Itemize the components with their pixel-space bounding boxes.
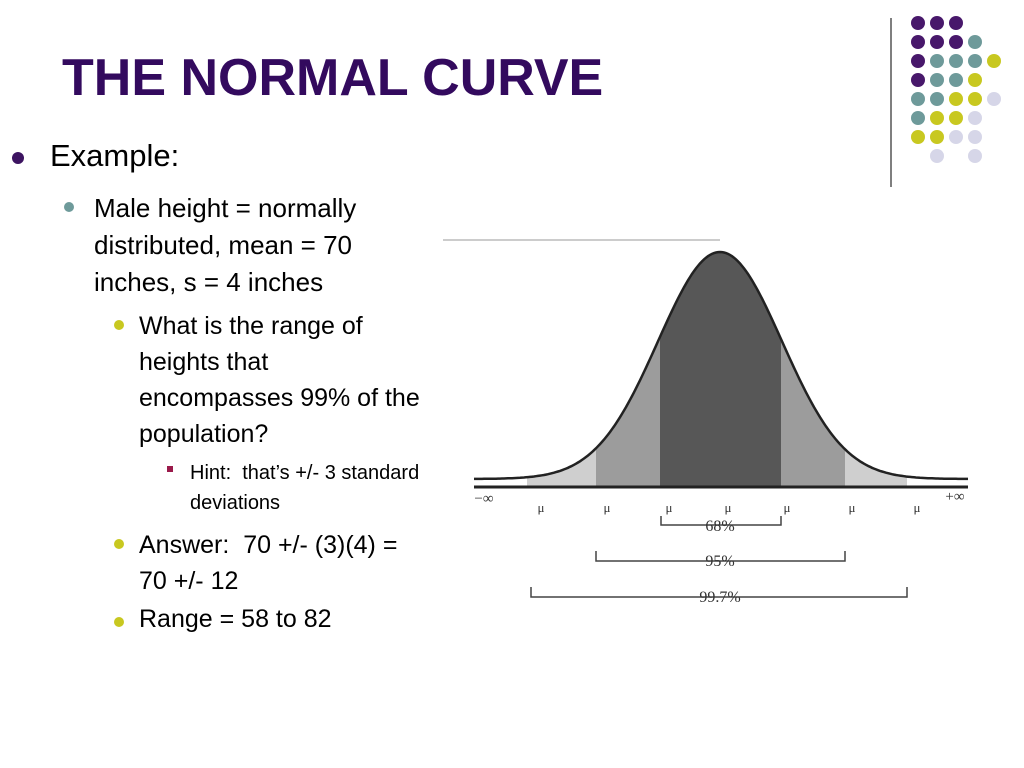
dot: [911, 73, 925, 87]
dot: [949, 130, 963, 144]
bullet: [114, 617, 124, 627]
dot: [930, 73, 944, 87]
dot: [949, 111, 963, 125]
dot: [911, 130, 925, 144]
dot: [930, 35, 944, 49]
bullet-text: Male height = normally distributed, mean…: [94, 193, 357, 297]
dot: [930, 130, 944, 144]
dot: [930, 54, 944, 68]
tick-label: μ: [666, 500, 673, 515]
dot: [911, 35, 925, 49]
range-brackets: [530, 516, 908, 598]
range-label: 99.7%: [699, 589, 740, 606]
tick-label: μ: [604, 500, 611, 515]
dot: [930, 16, 944, 30]
dot: [911, 54, 925, 68]
range-label: 95%: [705, 553, 734, 570]
tick-label: μ: [784, 500, 791, 515]
dot: [949, 16, 963, 30]
dot-grid: [911, 16, 1001, 163]
tick-label: μ: [914, 500, 921, 515]
dot: [930, 149, 944, 163]
dot: [968, 111, 982, 125]
bullet: [64, 202, 74, 212]
band: [660, 252, 781, 487]
tick-label: μ: [538, 500, 545, 515]
dot: [987, 54, 1001, 68]
normal-curve: [474, 250, 968, 481]
dot: [968, 92, 982, 106]
slide-title: THE NORMAL CURVE: [62, 49, 604, 107]
bullet-text: Hint: that’s +/- 3 standard deviations: [190, 462, 425, 514]
tick-label: μ: [725, 500, 732, 515]
bullet-text: Range = 58 to 82: [139, 605, 332, 633]
dot: [911, 16, 925, 30]
bullet: [167, 466, 173, 472]
axis-label: +∞: [945, 489, 964, 505]
dot: [930, 92, 944, 106]
dot: [968, 35, 982, 49]
bullet: [114, 539, 124, 549]
dot: [911, 111, 925, 125]
bullet: [12, 152, 24, 164]
bullet-text: What is the range of heights that encomp…: [139, 312, 420, 448]
dot: [968, 130, 982, 144]
bullet-text: Answer: 70 +/- (3)(4) = 70 +/- 12: [139, 531, 433, 595]
dot: [968, 149, 982, 163]
axis-label: −∞: [474, 491, 493, 507]
bullet-text: Example:: [50, 138, 180, 173]
dot: [911, 92, 925, 106]
dot: [949, 54, 963, 68]
bullet: [114, 320, 124, 330]
dot: [949, 92, 963, 106]
dot: [949, 35, 963, 49]
dot: [968, 73, 982, 87]
range-label: 68%: [705, 518, 734, 535]
dot: [968, 54, 982, 68]
dot: [930, 111, 944, 125]
dot: [949, 73, 963, 87]
tick-label: μ: [849, 500, 856, 515]
dot: [987, 92, 1001, 106]
